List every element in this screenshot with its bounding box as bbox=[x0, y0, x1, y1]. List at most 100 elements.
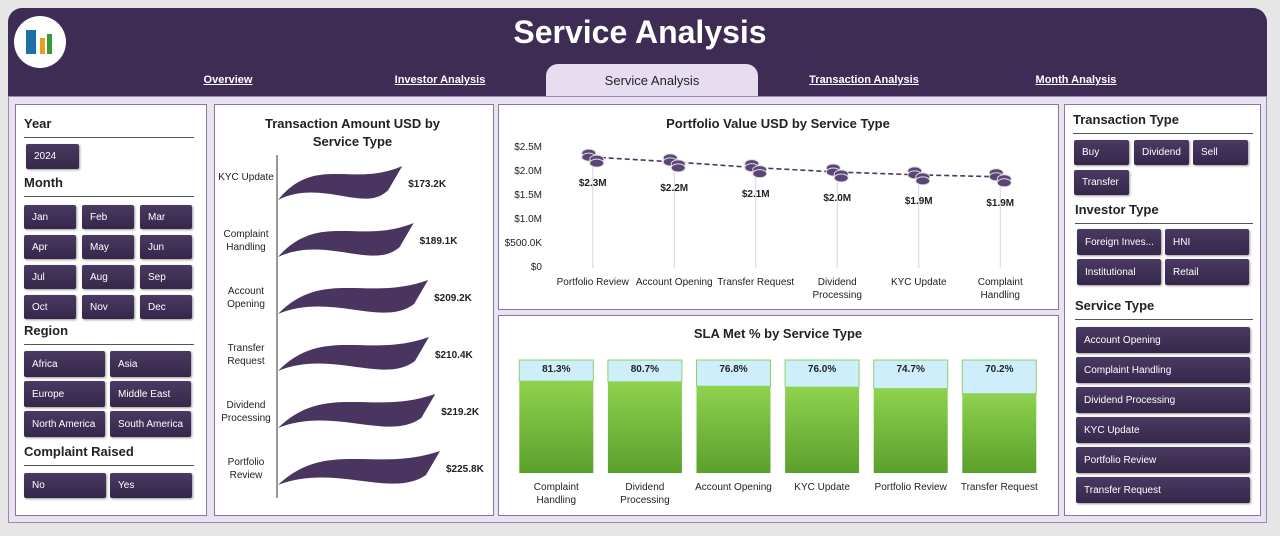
slicer-header: Month bbox=[24, 175, 194, 197]
nav-tab[interactable]: Overview bbox=[203, 74, 253, 86]
slicer-button[interactable]: 2024 bbox=[26, 144, 79, 169]
x-tick-label: Dividend Processing bbox=[812, 277, 862, 301]
bar bbox=[696, 386, 771, 473]
value-label: 76.0% bbox=[807, 364, 837, 375]
bar-remainder bbox=[784, 359, 860, 388]
slicer-button[interactable]: Asia bbox=[110, 351, 191, 377]
value-label: 74.7% bbox=[896, 364, 925, 375]
slicer-button[interactable]: Buy bbox=[1074, 140, 1129, 165]
slicer-button[interactable]: Account Opening bbox=[1076, 327, 1250, 353]
line bbox=[592, 156, 1001, 178]
y-tick-label: $1.0M bbox=[514, 214, 542, 225]
y-tick-label: $2.0M bbox=[514, 166, 542, 177]
nav-tab[interactable]: Service Analysis bbox=[546, 64, 758, 96]
nav-tab[interactable]: Investor Analysis bbox=[394, 74, 486, 86]
slicer-button[interactable]: Retail bbox=[1165, 259, 1249, 285]
y-tick-label: $1.5M bbox=[514, 190, 542, 201]
slicer-button[interactable]: Nov bbox=[82, 295, 134, 319]
category-label: Account Opening bbox=[227, 286, 265, 310]
category-label: KYC Update bbox=[218, 172, 274, 183]
slicer-button[interactable]: Dividend Processing bbox=[1076, 387, 1250, 413]
slicer-button[interactable]: Sep bbox=[140, 265, 192, 289]
nav-tab[interactable]: Month Analysis bbox=[1035, 74, 1117, 86]
slicer-button[interactable]: North America bbox=[24, 411, 105, 437]
value-label: $219.2K bbox=[441, 407, 480, 418]
x-tick-label: Transfer Request bbox=[717, 277, 795, 288]
slicer-button[interactable]: Mar bbox=[140, 205, 192, 229]
bar bbox=[278, 280, 429, 314]
slicer-button[interactable]: No bbox=[24, 473, 106, 498]
slicer-header: Region bbox=[24, 323, 194, 345]
category-label: Complaint Handling bbox=[223, 229, 269, 253]
logo bbox=[14, 16, 66, 68]
slicer-button[interactable]: South America bbox=[110, 411, 191, 437]
y-tick-label: $500.0K bbox=[504, 238, 542, 249]
value-label: $209.2K bbox=[434, 293, 472, 304]
slicer-button[interactable]: Portfolio Review bbox=[1076, 447, 1250, 473]
slicer-button[interactable]: Foreign Inves... bbox=[1077, 229, 1161, 255]
bar bbox=[519, 381, 594, 473]
x-tick-label: KYC Update bbox=[794, 482, 850, 493]
slicer-button[interactable]: Feb bbox=[82, 205, 134, 229]
value-label: $2.1M bbox=[741, 188, 770, 200]
slicer-button[interactable]: HNI bbox=[1165, 229, 1249, 255]
y-tick-label: $2.5M bbox=[514, 142, 542, 153]
slicer-button[interactable]: Apr bbox=[24, 235, 76, 259]
slicer-button[interactable]: Complaint Handling bbox=[1076, 357, 1250, 383]
nav-tab[interactable]: Transaction Analysis bbox=[809, 74, 919, 86]
x-tick-label: Transfer Request bbox=[960, 482, 1038, 493]
slicer-header: Year bbox=[24, 116, 194, 138]
slicer-button[interactable]: Jan bbox=[24, 205, 76, 229]
x-tick-label: KYC Update bbox=[890, 277, 947, 288]
bar bbox=[785, 387, 860, 473]
value-label: $173.2K bbox=[408, 179, 447, 190]
value-label: $1.9M bbox=[904, 195, 933, 207]
bar bbox=[278, 394, 436, 428]
marker bbox=[589, 158, 605, 168]
slicer-header: Service Type bbox=[1075, 298, 1253, 320]
x-tick-label: Account Opening bbox=[635, 277, 713, 288]
slicer-button[interactable]: May bbox=[82, 235, 134, 259]
slicer-button[interactable]: Yes bbox=[110, 473, 192, 498]
slicer-button[interactable]: Institutional bbox=[1077, 259, 1161, 285]
chart-panel bbox=[214, 104, 494, 516]
marker bbox=[670, 163, 686, 173]
value-label: 70.2% bbox=[985, 364, 1014, 375]
bar bbox=[873, 388, 948, 473]
slicer-button[interactable]: KYC Update bbox=[1076, 417, 1250, 443]
slicer-button[interactable]: Jul bbox=[24, 265, 76, 289]
x-tick-label: Portfolio Review bbox=[874, 482, 947, 493]
category-label: Dividend Processing bbox=[221, 400, 271, 424]
slicer-button[interactable]: Europe bbox=[24, 381, 105, 407]
slicer-button[interactable]: Jun bbox=[140, 235, 192, 259]
slicer-button[interactable]: Dec bbox=[140, 295, 192, 319]
slicer-button[interactable]: Transfer Request bbox=[1076, 477, 1250, 503]
bar bbox=[278, 223, 414, 257]
bar bbox=[278, 451, 440, 485]
slicer-button[interactable]: Africa bbox=[24, 351, 105, 377]
logo-shape bbox=[40, 38, 45, 54]
marker bbox=[833, 173, 849, 183]
bar-remainder bbox=[961, 359, 1037, 395]
value-label: $225.8K bbox=[446, 464, 484, 475]
value-label: 81.3% bbox=[542, 364, 571, 375]
bar-remainder bbox=[696, 359, 771, 387]
slicer-button[interactable]: Oct bbox=[24, 295, 76, 319]
bar bbox=[607, 381, 682, 473]
slicer-button[interactable]: Aug bbox=[82, 265, 134, 289]
slicer-button[interactable]: Middle East bbox=[110, 381, 191, 407]
bar bbox=[278, 337, 429, 371]
chart-title: Transaction Amount USD by Service Type bbox=[264, 116, 441, 149]
slicer-header: Complaint Raised bbox=[24, 444, 194, 466]
marker bbox=[752, 169, 768, 179]
slicer-header: Investor Type bbox=[1075, 202, 1253, 224]
value-label: $210.4K bbox=[434, 350, 473, 361]
slicer-button[interactable]: Sell bbox=[1193, 140, 1248, 165]
slicer-header: Transaction Type bbox=[1073, 112, 1253, 134]
slicer-button[interactable]: Transfer bbox=[1074, 170, 1129, 195]
slicer-button[interactable]: Dividend bbox=[1134, 140, 1189, 165]
value-label: $2.0M bbox=[823, 193, 852, 204]
value-label: 76.8% bbox=[719, 364, 748, 375]
bar-remainder bbox=[873, 359, 949, 390]
